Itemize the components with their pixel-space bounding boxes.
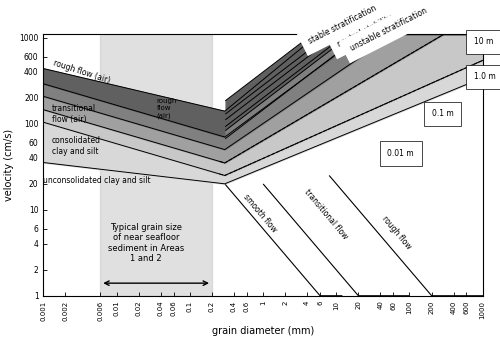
Text: transitional flow: transitional flow	[303, 188, 350, 241]
Y-axis label: velocity (cm/s): velocity (cm/s)	[4, 129, 14, 201]
X-axis label: grain diameter (mm): grain diameter (mm)	[212, 326, 314, 336]
Text: 10 m: 10 m	[474, 37, 493, 46]
Text: smooth flow: smooth flow	[241, 192, 278, 234]
Text: neutral stability: neutral stability	[336, 13, 395, 49]
Text: rough flow: rough flow	[380, 214, 414, 251]
Text: 0.01 m: 0.01 m	[388, 149, 414, 158]
Text: transitional
flow (air): transitional flow (air)	[52, 104, 96, 124]
Bar	[100, 34, 212, 296]
Text: unconsolidated clay and silt: unconsolidated clay and silt	[44, 176, 151, 185]
Text: stable stratification: stable stratification	[307, 4, 378, 46]
Text: 0.1 m: 0.1 m	[432, 109, 454, 118]
Text: consolidated
clay and silt: consolidated clay and silt	[52, 136, 100, 156]
Text: Typical grain size
of near seafloor
sediment in Areas
1 and 2: Typical grain size of near seafloor sedi…	[108, 223, 184, 263]
Text: 1.0 m: 1.0 m	[474, 72, 496, 81]
Text: rough flow (air): rough flow (air)	[52, 58, 111, 85]
Text: unstable stratification: unstable stratification	[349, 6, 429, 53]
Text: rough
flow
(air): rough flow (air)	[156, 98, 177, 119]
